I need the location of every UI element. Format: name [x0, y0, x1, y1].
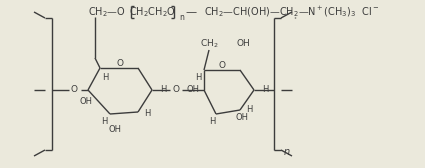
Text: O: O: [116, 58, 124, 68]
Text: OH: OH: [79, 97, 93, 107]
Text: OH: OH: [235, 114, 249, 122]
Text: H: H: [246, 106, 252, 115]
Text: CH$_2$—O: CH$_2$—O: [88, 5, 126, 19]
Text: CH$_2$: CH$_2$: [200, 38, 218, 50]
Text: H: H: [209, 117, 215, 127]
Text: —: —: [185, 7, 196, 17]
Text: H: H: [101, 117, 107, 127]
Text: O: O: [71, 86, 77, 94]
Text: H: H: [160, 86, 166, 94]
Text: n: n: [179, 13, 184, 23]
Text: H: H: [102, 74, 108, 82]
Text: OH: OH: [237, 39, 251, 49]
Text: O: O: [173, 86, 179, 94]
Text: H: H: [262, 86, 268, 94]
Text: OH: OH: [108, 125, 122, 135]
Text: n: n: [284, 147, 290, 157]
Text: H: H: [144, 110, 150, 118]
Text: OH: OH: [187, 86, 200, 94]
Text: O: O: [218, 60, 226, 70]
Text: CH$_2$CH$_2$O: CH$_2$CH$_2$O: [128, 5, 176, 19]
Text: H: H: [195, 74, 201, 82]
Text: CH$_2$—CH(OH)—CH$_2$—N$^+$(CH$_3$)$_3$  Cl$^-$: CH$_2$—CH(OH)—CH$_2$—N$^+$(CH$_3$)$_3$ C…: [204, 5, 380, 19]
